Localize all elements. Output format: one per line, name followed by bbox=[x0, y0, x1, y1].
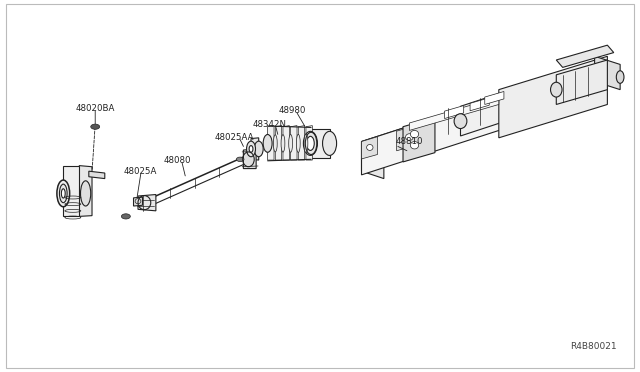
Polygon shape bbox=[556, 60, 607, 105]
Ellipse shape bbox=[281, 135, 285, 152]
Text: 48980: 48980 bbox=[278, 106, 306, 115]
Polygon shape bbox=[556, 45, 614, 67]
Polygon shape bbox=[362, 141, 384, 179]
Text: 48025AA: 48025AA bbox=[214, 132, 254, 142]
Text: 48025A: 48025A bbox=[124, 167, 157, 176]
Ellipse shape bbox=[304, 134, 308, 153]
Polygon shape bbox=[89, 171, 105, 179]
Ellipse shape bbox=[454, 114, 467, 129]
Polygon shape bbox=[283, 126, 289, 160]
Ellipse shape bbox=[81, 181, 91, 206]
Ellipse shape bbox=[273, 135, 277, 152]
Polygon shape bbox=[362, 137, 378, 159]
Polygon shape bbox=[138, 195, 156, 211]
Polygon shape bbox=[499, 56, 607, 138]
Ellipse shape bbox=[303, 131, 317, 155]
Polygon shape bbox=[410, 97, 499, 131]
Circle shape bbox=[236, 157, 244, 161]
Ellipse shape bbox=[367, 144, 373, 150]
Polygon shape bbox=[251, 138, 259, 160]
Ellipse shape bbox=[323, 131, 337, 155]
Ellipse shape bbox=[410, 141, 419, 149]
Ellipse shape bbox=[266, 135, 269, 152]
Ellipse shape bbox=[246, 141, 255, 157]
Ellipse shape bbox=[249, 145, 253, 152]
Text: 48810: 48810 bbox=[396, 137, 423, 146]
Ellipse shape bbox=[550, 82, 562, 97]
Polygon shape bbox=[310, 129, 330, 158]
Ellipse shape bbox=[60, 184, 67, 203]
Polygon shape bbox=[461, 75, 556, 136]
Polygon shape bbox=[291, 126, 297, 160]
Polygon shape bbox=[298, 126, 305, 160]
Ellipse shape bbox=[289, 135, 292, 152]
Polygon shape bbox=[397, 124, 422, 151]
Polygon shape bbox=[275, 126, 282, 160]
Ellipse shape bbox=[263, 135, 272, 152]
Polygon shape bbox=[484, 92, 504, 105]
Ellipse shape bbox=[616, 71, 624, 83]
Ellipse shape bbox=[61, 189, 65, 198]
Polygon shape bbox=[243, 149, 256, 169]
Ellipse shape bbox=[296, 134, 300, 153]
Polygon shape bbox=[595, 56, 620, 90]
Text: 48342N: 48342N bbox=[253, 121, 287, 129]
Ellipse shape bbox=[307, 137, 314, 150]
Polygon shape bbox=[79, 166, 92, 217]
Ellipse shape bbox=[406, 134, 413, 140]
Text: R4B80021: R4B80021 bbox=[570, 342, 617, 351]
Circle shape bbox=[122, 214, 131, 219]
Text: 48080: 48080 bbox=[164, 155, 191, 164]
Ellipse shape bbox=[410, 131, 419, 138]
Ellipse shape bbox=[57, 180, 70, 207]
Polygon shape bbox=[63, 166, 79, 217]
Text: 48020BA: 48020BA bbox=[76, 104, 115, 113]
Ellipse shape bbox=[254, 141, 263, 157]
Polygon shape bbox=[403, 118, 435, 162]
Polygon shape bbox=[134, 197, 143, 206]
Polygon shape bbox=[445, 106, 464, 119]
Polygon shape bbox=[470, 98, 489, 111]
Polygon shape bbox=[362, 78, 556, 175]
Polygon shape bbox=[306, 126, 312, 160]
Polygon shape bbox=[362, 78, 575, 149]
Circle shape bbox=[91, 124, 100, 129]
Polygon shape bbox=[268, 126, 274, 160]
